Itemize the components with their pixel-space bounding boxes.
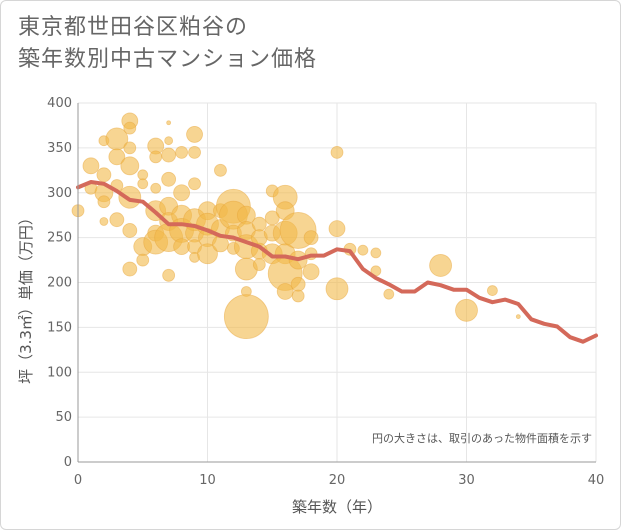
data-bubble xyxy=(123,141,137,155)
chart-title: 東京都世田谷区粕谷の 築年数別中古マンション価格 xyxy=(18,12,317,76)
data-bubble xyxy=(188,145,201,159)
y-tick-label: 250 xyxy=(47,231,72,246)
y-tick-label: 200 xyxy=(47,276,72,291)
data-bubble xyxy=(303,230,319,246)
average-price-line xyxy=(76,180,598,344)
y-axis-title: 坪（3.3㎡）単価（万円） xyxy=(17,210,35,384)
data-bubble xyxy=(370,247,382,259)
data-bubble xyxy=(137,169,149,181)
x-axis-title: 築年数（年） xyxy=(292,498,382,516)
trend-line-layer xyxy=(76,180,598,344)
data-bubble xyxy=(291,289,305,303)
data-bubble xyxy=(328,220,346,238)
data-bubble xyxy=(429,254,453,277)
axes: 0 50 100 150 200 250 300 350 400 0 10 20 30 40 xyxy=(47,96,604,488)
data-bubble xyxy=(120,156,140,176)
data-bubble xyxy=(108,148,126,166)
data-bubble xyxy=(164,136,174,146)
data-bubble xyxy=(173,184,191,202)
title-line-2: 築年数別中古マンション価格 xyxy=(18,47,318,72)
data-bubble xyxy=(149,150,163,164)
data-bubble xyxy=(161,171,177,187)
x-tick-label: 0 xyxy=(74,473,82,488)
data-bubble xyxy=(118,185,142,209)
y-tick-label: 150 xyxy=(47,320,72,335)
data-bubble xyxy=(99,217,109,226)
data-bubble xyxy=(290,276,306,292)
x-tick-label: 40 xyxy=(588,473,605,488)
data-bubble xyxy=(109,212,125,228)
data-bubble xyxy=(188,177,201,191)
data-bubble xyxy=(161,147,177,163)
data-bubble xyxy=(223,294,269,340)
y-tick-label: 0 xyxy=(64,455,72,470)
data-bubble xyxy=(166,120,172,126)
data-bubble xyxy=(302,263,320,281)
y-tick-label: 300 xyxy=(47,186,72,201)
data-bubble xyxy=(162,268,176,282)
data-bubble xyxy=(252,258,266,271)
data-bubble xyxy=(276,283,294,300)
data-bubble xyxy=(486,285,498,296)
data-bubble xyxy=(251,216,267,232)
data-bubble xyxy=(383,288,395,300)
bubble-layer xyxy=(71,112,521,340)
y-tick-label: 50 xyxy=(55,410,72,425)
data-bubble xyxy=(123,121,137,135)
y-tick-label: 100 xyxy=(47,365,72,380)
data-bubble xyxy=(82,157,100,175)
data-bubble xyxy=(137,178,149,190)
y-tick-label: 350 xyxy=(47,141,72,156)
data-bubble xyxy=(96,167,112,183)
data-bubble xyxy=(455,298,478,322)
x-tick-label: 20 xyxy=(329,473,346,488)
data-bubble xyxy=(175,145,189,159)
data-bubble xyxy=(122,223,138,238)
data-bubble xyxy=(97,195,111,209)
y-tick-label: 400 xyxy=(47,96,72,111)
x-tick-label: 10 xyxy=(199,473,216,488)
data-bubble xyxy=(214,163,227,177)
data-bubble xyxy=(122,261,138,277)
data-bubble xyxy=(136,253,150,267)
data-bubble xyxy=(197,243,218,265)
data-bubble xyxy=(186,126,203,143)
data-bubble xyxy=(150,182,162,194)
size-legend-note: 円の大きさは、取引のあった物件面積を示す xyxy=(372,431,592,445)
data-bubble xyxy=(330,145,344,159)
data-bubble xyxy=(357,244,369,256)
data-bubble xyxy=(325,277,349,301)
title-line-1: 東京都世田谷区粕谷の xyxy=(18,15,249,40)
x-tick-label: 30 xyxy=(458,473,475,488)
data-bubble xyxy=(515,314,521,320)
